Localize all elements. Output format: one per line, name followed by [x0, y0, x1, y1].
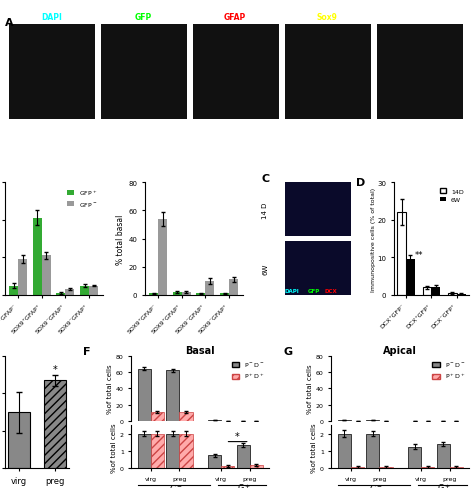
- Bar: [179, 412, 192, 421]
- Bar: [137, 369, 151, 421]
- Bar: [220, 294, 229, 295]
- Text: GFAP: GFAP: [224, 13, 246, 22]
- Bar: [151, 412, 164, 421]
- Bar: [250, 465, 263, 468]
- Text: DAPI: DAPI: [285, 288, 300, 293]
- Bar: [33, 219, 42, 295]
- FancyBboxPatch shape: [101, 25, 187, 120]
- Bar: [450, 467, 463, 468]
- Bar: [338, 434, 351, 468]
- Y-axis label: %of total cells: %of total cells: [311, 422, 317, 471]
- Text: GFP: GFP: [135, 13, 152, 22]
- Bar: [197, 294, 206, 295]
- Text: DAPI: DAPI: [41, 13, 62, 22]
- Bar: [9, 286, 18, 295]
- Bar: [221, 466, 234, 468]
- Bar: [179, 434, 192, 468]
- Text: GFP: GFP: [308, 288, 320, 293]
- Bar: [366, 420, 380, 421]
- Text: G$^+$: G$^+$: [237, 481, 251, 488]
- Legend: P$^-$D$^-$, P$^+$D$^+$: P$^-$D$^-$, P$^+$D$^+$: [231, 359, 266, 382]
- Text: **: **: [414, 251, 423, 260]
- Bar: [89, 286, 98, 295]
- Bar: [149, 294, 158, 295]
- Bar: [408, 447, 421, 468]
- Bar: [44, 381, 66, 468]
- Bar: [151, 434, 164, 468]
- FancyBboxPatch shape: [193, 25, 279, 120]
- Bar: [448, 293, 457, 295]
- Bar: [406, 260, 415, 295]
- Bar: [80, 286, 89, 295]
- Bar: [166, 434, 179, 468]
- Text: G$^-$: G$^-$: [369, 482, 383, 488]
- Text: *: *: [53, 364, 57, 374]
- FancyBboxPatch shape: [9, 25, 95, 120]
- Bar: [208, 455, 221, 468]
- Bar: [229, 280, 238, 295]
- Bar: [237, 445, 250, 468]
- Bar: [422, 288, 431, 295]
- Bar: [56, 293, 65, 295]
- Bar: [18, 260, 27, 295]
- Bar: [182, 292, 191, 295]
- Text: D: D: [356, 177, 365, 187]
- Legend: GFP$^+$, GFP$^-$: GFP$^+$, GFP$^-$: [65, 186, 100, 211]
- Y-axis label: % total basal: % total basal: [116, 214, 125, 264]
- FancyBboxPatch shape: [285, 183, 351, 237]
- Title: Basal: Basal: [185, 346, 215, 355]
- Bar: [137, 434, 151, 468]
- FancyBboxPatch shape: [285, 25, 371, 120]
- Y-axis label: %of total cells: %of total cells: [107, 364, 113, 413]
- Text: DCX: DCX: [325, 288, 337, 293]
- Bar: [42, 256, 51, 295]
- Text: C: C: [262, 174, 270, 184]
- FancyBboxPatch shape: [377, 25, 463, 120]
- Y-axis label: Immunopositive cells (% of total): Immunopositive cells (% of total): [371, 187, 376, 291]
- Text: A: A: [5, 18, 13, 28]
- Legend: 14D, 6W: 14D, 6W: [437, 186, 466, 205]
- Text: *: *: [235, 431, 240, 441]
- Y-axis label: %of total cells: %of total cells: [307, 364, 313, 413]
- Bar: [338, 420, 351, 421]
- Bar: [206, 281, 214, 295]
- Bar: [397, 213, 406, 295]
- Bar: [173, 292, 182, 295]
- Bar: [351, 467, 364, 468]
- Bar: [380, 467, 392, 468]
- FancyBboxPatch shape: [285, 242, 351, 295]
- Title: Apical: Apical: [383, 346, 417, 355]
- Bar: [421, 467, 435, 468]
- Bar: [8, 412, 29, 468]
- Text: Merge: Merge: [405, 13, 433, 22]
- Bar: [457, 294, 466, 295]
- Bar: [65, 290, 74, 295]
- Y-axis label: %of total cells: %of total cells: [111, 422, 117, 471]
- Text: G$^+$: G$^+$: [438, 481, 452, 488]
- Bar: [437, 444, 450, 468]
- Bar: [158, 220, 167, 295]
- Text: Sox9: Sox9: [317, 13, 337, 22]
- Text: 14 D: 14 D: [262, 202, 268, 218]
- Bar: [366, 434, 380, 468]
- Bar: [208, 420, 221, 421]
- Text: G: G: [283, 346, 292, 356]
- Text: G$^-$: G$^-$: [169, 482, 183, 488]
- Bar: [166, 371, 179, 421]
- Legend: P$^-$D$^-$, P$^+$D$^+$: P$^-$D$^-$, P$^+$D$^+$: [431, 359, 466, 382]
- Bar: [431, 287, 440, 295]
- Text: 6W: 6W: [262, 263, 268, 274]
- Text: F: F: [83, 346, 91, 356]
